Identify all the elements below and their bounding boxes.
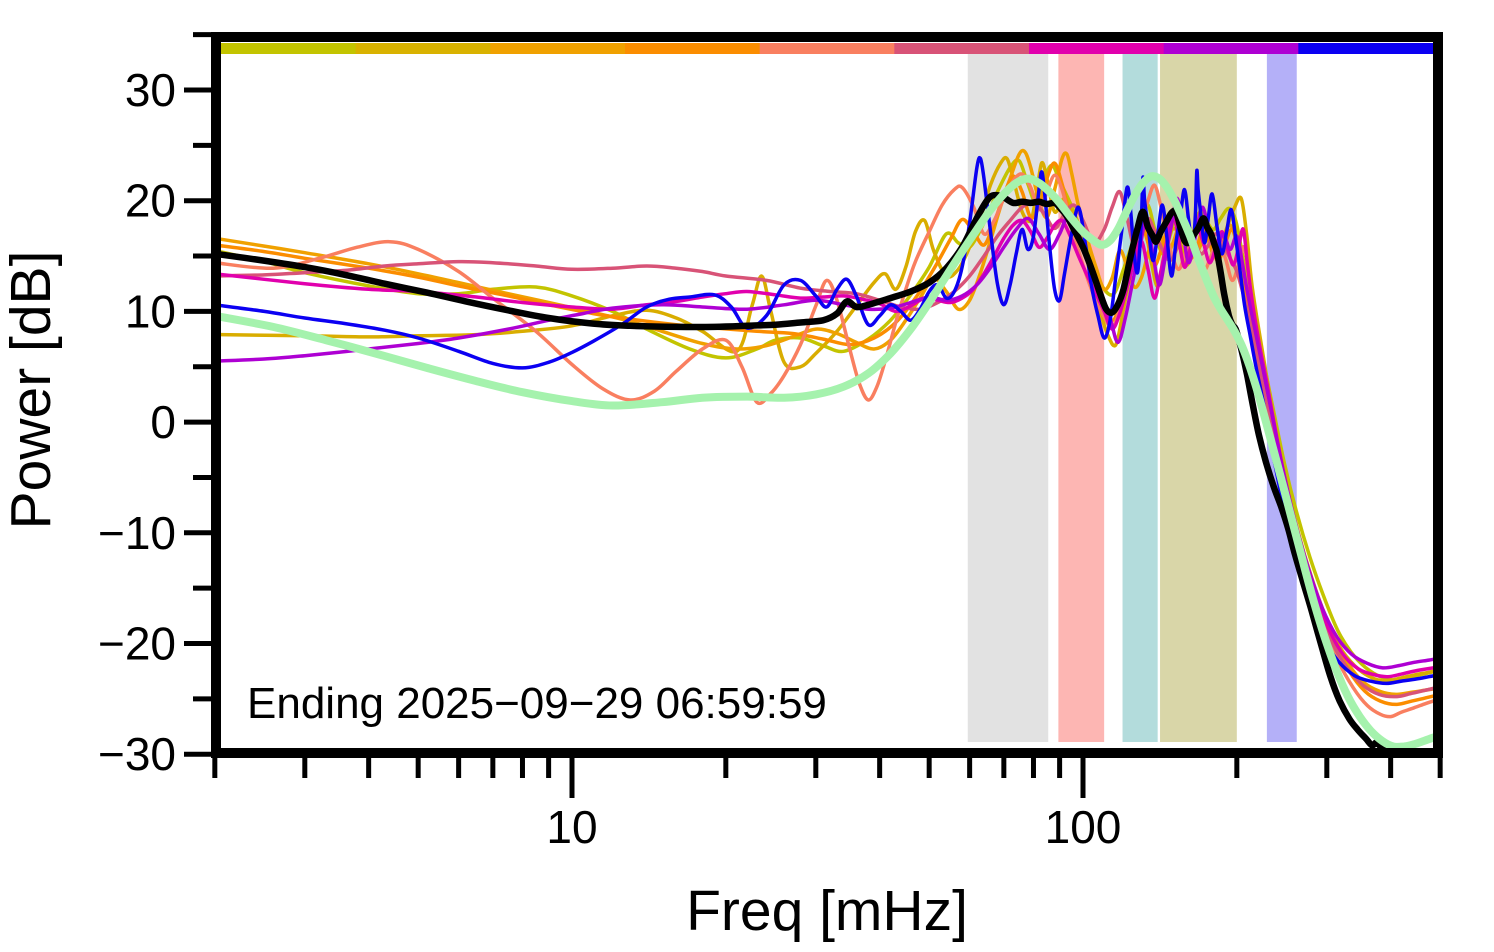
curve-salmon	[221, 172, 1433, 719]
time-colorbar-segment-9	[1298, 43, 1434, 54]
y-tick-label-10: 10	[125, 285, 176, 337]
plot-frame	[211, 32, 1443, 758]
curve-black-thick	[221, 191, 1394, 749]
y-tick-label--10: −10	[98, 507, 176, 559]
time-colorbar-segment-6	[894, 43, 1030, 54]
y-tick-label-20: 20	[125, 175, 176, 227]
time-colorbar-segment-4	[625, 43, 761, 54]
y-tick-label-0: 0	[150, 396, 176, 448]
y-tick-label--20: −20	[98, 618, 176, 670]
axes-frame	[211, 32, 1443, 758]
band-khaki	[1160, 54, 1237, 742]
time-colorbar-layer	[221, 43, 1434, 54]
curve-purple	[221, 196, 1433, 670]
x-axis-title: Freq [mHz]	[686, 879, 968, 943]
curve-pale-green-thick	[221, 172, 1433, 749]
x-tick-label-10: 10	[546, 801, 597, 853]
x-tick-label-100: 100	[1045, 801, 1122, 853]
y-axis-title: Power [dB]	[0, 251, 63, 530]
band-pink	[1058, 54, 1105, 742]
curve-rose	[221, 189, 1433, 699]
time-colorbar-segment-2	[355, 43, 491, 54]
band-teal	[1122, 54, 1158, 742]
axis-ticks	[184, 32, 1443, 798]
ending-time-annotation: Ending 2025−09−29 06:59:59	[247, 679, 827, 728]
time-colorbar-segment-1	[221, 43, 357, 54]
y-tick-label--30: −30	[98, 728, 176, 780]
y-tick-label-30: 30	[125, 64, 176, 116]
time-colorbar-segment-7	[1029, 43, 1165, 54]
curve-blue	[221, 155, 1433, 686]
time-colorbar-segment-3	[490, 43, 626, 54]
time-colorbar-segment-5	[759, 43, 895, 54]
spectra-curves-layer	[221, 148, 1433, 749]
time-colorbar-segment-8	[1163, 43, 1299, 54]
